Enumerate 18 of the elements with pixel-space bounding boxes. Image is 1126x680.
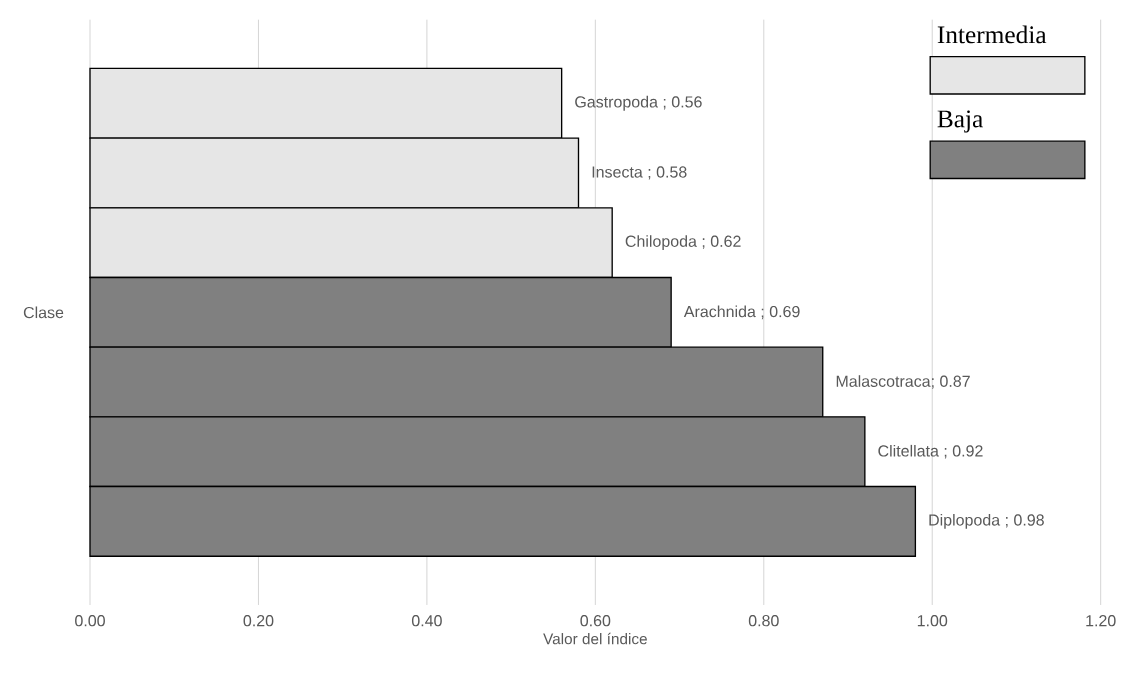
data-label: Malascotraca; 0.87 bbox=[836, 375, 970, 389]
text: Baja bbox=[937, 110, 983, 133]
data-label: Gastropoda ; 0.56 bbox=[575, 95, 702, 111]
data-label: Diplopoda ; 0.98 bbox=[929, 513, 1044, 529]
x-tick-label: 0.80 bbox=[748, 615, 779, 627]
data-label: Insecta ; 0.58 bbox=[592, 166, 687, 180]
data-label: Chilopoda ; 0.62 bbox=[625, 235, 741, 251]
x-axis-title: Valor del índice bbox=[543, 632, 647, 645]
y-axis-title: Clase bbox=[23, 306, 64, 319]
data-label: Clitellata ; 0.92 bbox=[878, 444, 983, 459]
x-tick-label: 1.20 bbox=[1086, 615, 1116, 627]
x-tick-label: 0.60 bbox=[580, 615, 611, 627]
x-tick-label: 0.40 bbox=[411, 615, 442, 627]
text: Intermedia bbox=[937, 25, 1047, 44]
x-tick-label: 0.00 bbox=[75, 615, 105, 627]
x-tick-label: 1.00 bbox=[917, 615, 948, 627]
data-label: Arachnida ; 0.69 bbox=[683, 305, 800, 320]
x-tick-label: 0.20 bbox=[243, 615, 274, 627]
